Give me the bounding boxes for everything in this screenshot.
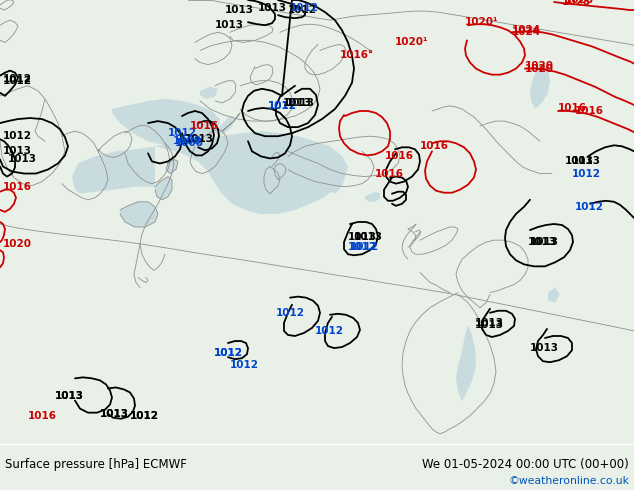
Text: 1012: 1012 <box>315 326 344 336</box>
Polygon shape <box>365 192 380 202</box>
Text: 1012: 1012 <box>268 101 297 111</box>
Polygon shape <box>120 202 158 227</box>
Text: 1012: 1012 <box>214 348 243 358</box>
Text: 1016: 1016 <box>28 411 57 421</box>
Text: 1020: 1020 <box>525 61 554 71</box>
Text: 1013: 1013 <box>225 5 254 15</box>
Text: 1012: 1012 <box>3 74 32 84</box>
Text: 1016: 1016 <box>575 106 604 116</box>
Text: 1013: 1013 <box>286 98 315 108</box>
Text: 1020: 1020 <box>3 239 32 249</box>
Text: 1024: 1024 <box>512 27 541 37</box>
Text: 1016: 1016 <box>190 121 219 131</box>
Text: 1013: 1013 <box>100 409 129 418</box>
Text: 1013: 1013 <box>8 154 37 165</box>
Text: 1008: 1008 <box>175 138 204 148</box>
Polygon shape <box>112 99 220 146</box>
Text: 1012: 1012 <box>230 360 259 370</box>
Text: 1013: 1013 <box>185 134 214 144</box>
Text: 1013: 1013 <box>528 237 557 247</box>
Polygon shape <box>548 288 560 303</box>
Text: 1013: 1013 <box>475 320 504 330</box>
Text: 1028: 1028 <box>562 0 591 7</box>
Text: 1013: 1013 <box>100 409 129 418</box>
Text: 1012: 1012 <box>572 169 601 178</box>
Text: 1012: 1012 <box>350 242 379 252</box>
Text: 1020: 1020 <box>525 64 554 74</box>
Polygon shape <box>155 176 172 200</box>
Text: 1013: 1013 <box>475 318 504 328</box>
Text: 1028: 1028 <box>565 0 594 5</box>
Text: 1013: 1013 <box>530 237 559 247</box>
Text: 1016°: 1016° <box>340 50 374 60</box>
Text: 1012: 1012 <box>3 76 32 86</box>
Text: 1008: 1008 <box>173 136 202 146</box>
Text: 1013: 1013 <box>283 98 312 108</box>
Text: 1013: 1013 <box>215 20 244 30</box>
Text: 1012: 1012 <box>168 128 197 138</box>
Text: 1012: 1012 <box>214 348 243 358</box>
Polygon shape <box>72 147 155 194</box>
Text: 1013: 1013 <box>55 391 84 400</box>
Text: 1012: 1012 <box>348 242 377 252</box>
Text: 1013: 1013 <box>565 156 594 167</box>
Text: 1013: 1013 <box>3 147 32 156</box>
Text: 1013: 1013 <box>55 391 84 400</box>
Text: We 01-05-2024 00:00 UTC (00+00): We 01-05-2024 00:00 UTC (00+00) <box>422 458 629 471</box>
Text: 1016: 1016 <box>558 103 587 113</box>
Text: 1012: 1012 <box>290 3 319 13</box>
Text: 1016: 1016 <box>3 182 32 192</box>
Text: 1013: 1013 <box>258 3 287 13</box>
Polygon shape <box>325 167 345 194</box>
Text: 1012: 1012 <box>268 101 297 111</box>
Text: 1024: 1024 <box>512 25 541 35</box>
Text: 1020¹: 1020¹ <box>465 17 498 27</box>
Text: 1012: 1012 <box>288 5 317 15</box>
Text: 1013: 1013 <box>354 232 383 242</box>
Polygon shape <box>220 167 245 187</box>
Polygon shape <box>456 325 476 402</box>
Text: 1020¹: 1020¹ <box>395 37 429 48</box>
Polygon shape <box>215 116 235 136</box>
Text: 1012: 1012 <box>575 202 604 212</box>
Text: Surface pressure [hPa] ECMWF: Surface pressure [hPa] ECMWF <box>5 458 187 471</box>
Text: 1012: 1012 <box>130 411 159 421</box>
Text: 1016: 1016 <box>375 169 404 178</box>
Text: 1016: 1016 <box>420 141 449 151</box>
Polygon shape <box>200 87 218 99</box>
Text: 1013: 1013 <box>572 156 601 167</box>
Polygon shape <box>530 63 550 109</box>
Text: 1012: 1012 <box>276 308 305 318</box>
Polygon shape <box>166 159 178 173</box>
Text: 1012: 1012 <box>130 411 159 421</box>
Polygon shape <box>155 131 348 214</box>
Text: ©weatheronline.co.uk: ©weatheronline.co.uk <box>508 476 629 486</box>
Text: 1013: 1013 <box>348 232 377 242</box>
Text: 1012: 1012 <box>3 131 32 141</box>
Text: 1013: 1013 <box>530 343 559 353</box>
Text: 1016: 1016 <box>385 151 414 161</box>
